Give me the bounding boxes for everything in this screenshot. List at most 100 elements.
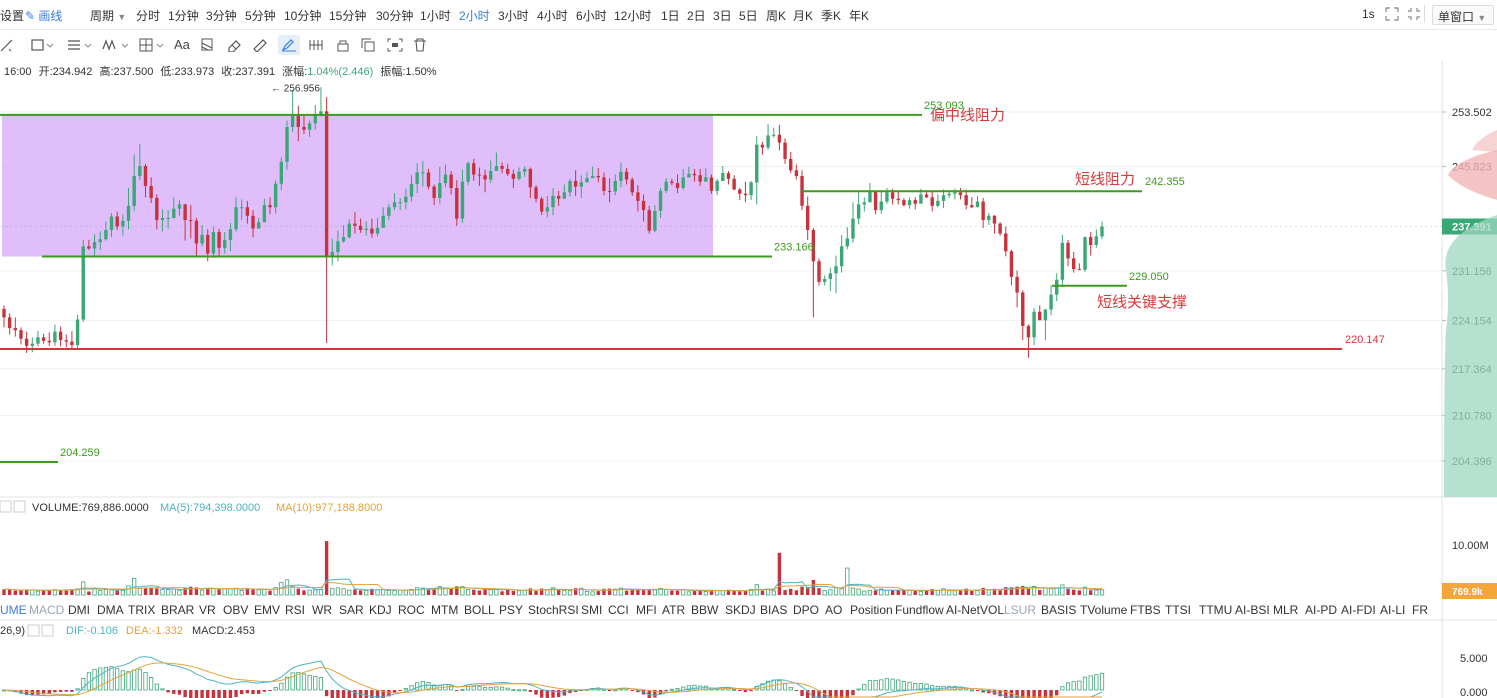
indicator-tab-atr[interactable]: ATR <box>662 603 686 617</box>
indicator-tab-rsi[interactable]: RSI <box>285 603 306 617</box>
period-18[interactable]: 月K <box>793 9 814 23</box>
ruler-tool-icon[interactable] <box>252 38 268 52</box>
screenshot-tool-icon[interactable] <box>387 38 403 52</box>
indicator-tab-boll[interactable]: BOLL <box>464 603 495 617</box>
macd-bar <box>19 690 23 694</box>
candle-body <box>109 216 114 230</box>
indicator-tab-mfi[interactable]: MFI <box>636 603 657 617</box>
copy-tool-icon[interactable] <box>361 38 375 52</box>
period-17[interactable]: 周K <box>766 9 787 23</box>
close-icon[interactable] <box>13 500 26 513</box>
indicator-tab-fundflow[interactable]: Fundflow <box>895 603 944 617</box>
indicator-tab-fr[interactable]: FR <box>1412 603 1428 617</box>
close-icon[interactable] <box>41 624 54 637</box>
period-9[interactable]: 3小时 <box>498 9 529 23</box>
settings-icon[interactable] <box>0 500 12 513</box>
indicator-tab-dma[interactable]: DMA <box>97 603 124 617</box>
period-13[interactable]: 1日 <box>661 9 680 23</box>
period-5[interactable]: 15分钟 <box>329 9 367 23</box>
macd-bar <box>539 690 544 698</box>
period-3[interactable]: 5分钟 <box>245 9 276 23</box>
period-20[interactable]: 年K <box>849 9 870 23</box>
period-0[interactable]: 分时 <box>136 9 161 23</box>
window-mode-select[interactable]: 单窗口 ▼ <box>1432 5 1494 25</box>
period-16[interactable]: 5日 <box>739 9 758 23</box>
indicator-tab-mlr[interactable]: MLR <box>1273 603 1299 617</box>
indicator-tab-ftbs[interactable]: FTBS <box>1130 603 1161 617</box>
measure-tool-icon[interactable] <box>308 38 324 52</box>
exit-fullscreen-icon[interactable] <box>1407 7 1421 21</box>
indicator-tab-tvolume[interactable]: TVolume <box>1080 603 1128 617</box>
indicator-tab-brar[interactable]: BRAR <box>161 603 195 617</box>
lock-tool-icon[interactable] <box>336 38 350 52</box>
settings-icon[interactable] <box>27 624 40 637</box>
indicator-tab-position[interactable]: Position <box>850 603 893 617</box>
indicator-tab-macd[interactable]: MACD <box>29 603 65 617</box>
indicator-tab-ai-bsi[interactable]: AI-BSI <box>1235 603 1270 617</box>
period-4[interactable]: 10分钟 <box>284 9 322 23</box>
volume-bar <box>1048 588 1054 596</box>
eraser-tool-icon[interactable] <box>226 38 242 52</box>
settings-button[interactable]: 设置 <box>0 9 25 23</box>
period-dropdown[interactable]: 周期 ▼ <box>90 7 126 24</box>
indicator-tab-cci[interactable]: CCI <box>608 603 629 617</box>
wave-tool-icon[interactable] <box>102 38 132 52</box>
indicator-tab-dpo[interactable]: DPO <box>793 603 820 617</box>
indicator-tab-stochrsi[interactable]: StochRSI <box>528 603 579 617</box>
candlestick-chart[interactable]: 16:00 开:234.942 高:237.500 低:233.973 收:23… <box>0 60 1497 698</box>
indicator-tab-basis[interactable]: BASIS <box>1041 603 1077 617</box>
indicator-tab-emv[interactable]: EMV <box>254 603 281 617</box>
grid-tool-icon[interactable] <box>139 38 167 52</box>
fullscreen-icon[interactable] <box>1385 7 1399 21</box>
indicator-tab-psy[interactable]: PSY <box>499 603 524 617</box>
text-tool[interactable]: Aa <box>174 37 190 52</box>
indicator-tab-bbw[interactable]: BBW <box>691 603 719 617</box>
indicator-tab-ttmu[interactable]: TTMU <box>1199 603 1233 617</box>
refresh-interval[interactable]: 1s <box>1362 7 1375 21</box>
parallel-tool-icon[interactable] <box>66 38 94 52</box>
indicator-tab-ai-pd[interactable]: AI-PD <box>1305 603 1338 617</box>
indicator-tab-ai-netvol[interactable]: AI-NetVOL <box>946 603 1005 617</box>
indicator-tab-sar[interactable]: SAR <box>339 603 364 617</box>
period-15[interactable]: 3日 <box>713 9 732 23</box>
period-19[interactable]: 季K <box>821 9 842 23</box>
indicator-tab-ai-li[interactable]: AI-LI <box>1380 603 1406 617</box>
indicator-tab-bias[interactable]: BIAS <box>760 603 788 617</box>
period-6[interactable]: 30分钟 <box>376 9 414 23</box>
line-tool-icon[interactable] <box>0 38 14 52</box>
draw-line-button[interactable]: ✎ 画线 <box>25 7 62 24</box>
macd-bar <box>800 690 804 697</box>
indicator-tab-dmi[interactable]: DMI <box>68 603 90 617</box>
candle-body <box>998 223 1002 234</box>
indicator-tab-wr[interactable]: WR <box>312 603 332 617</box>
candle-body <box>262 205 267 223</box>
indicator-tab-vr[interactable]: VR <box>199 603 216 617</box>
period-8[interactable]: 2小时 <box>459 9 490 23</box>
indicator-tab-mtm[interactable]: MTM <box>431 603 459 617</box>
indicator-tab-kdj[interactable]: KDJ <box>369 603 392 617</box>
volume-bar <box>862 590 867 596</box>
indicator-tab-lsur[interactable]: LSUR <box>1004 603 1037 617</box>
indicator-tab-ai-fdi[interactable]: AI-FDI <box>1341 603 1376 617</box>
brush-tool-icon[interactable] <box>200 38 216 52</box>
delete-tool-icon[interactable] <box>413 38 427 52</box>
indicator-tab-ttsi[interactable]: TTSI <box>1165 603 1191 617</box>
indicator-tab-smi[interactable]: SMI <box>581 603 603 617</box>
rect-tool-icon[interactable] <box>30 38 54 52</box>
indicator-tab-ume[interactable]: UME <box>0 603 27 617</box>
period-12[interactable]: 12小时 <box>614 9 652 23</box>
pen-tool-icon[interactable] <box>281 38 297 52</box>
period-14[interactable]: 2日 <box>687 9 706 23</box>
indicator-tab-trix[interactable]: TRIX <box>128 603 156 617</box>
period-11[interactable]: 6小时 <box>576 9 607 23</box>
candle-body <box>121 220 125 227</box>
period-7[interactable]: 1小时 <box>420 9 451 23</box>
period-2[interactable]: 3分钟 <box>206 9 237 23</box>
indicator-tab-ao[interactable]: AO <box>825 603 843 617</box>
indicator-tab-obv[interactable]: OBV <box>223 603 249 617</box>
period-10[interactable]: 4小时 <box>537 9 568 23</box>
period-1[interactable]: 1分钟 <box>168 9 199 23</box>
indicator-tab-skdj[interactable]: SKDJ <box>725 603 756 617</box>
indicator-tab-roc[interactable]: ROC <box>398 603 425 617</box>
volume-profile-top <box>1472 130 1497 152</box>
